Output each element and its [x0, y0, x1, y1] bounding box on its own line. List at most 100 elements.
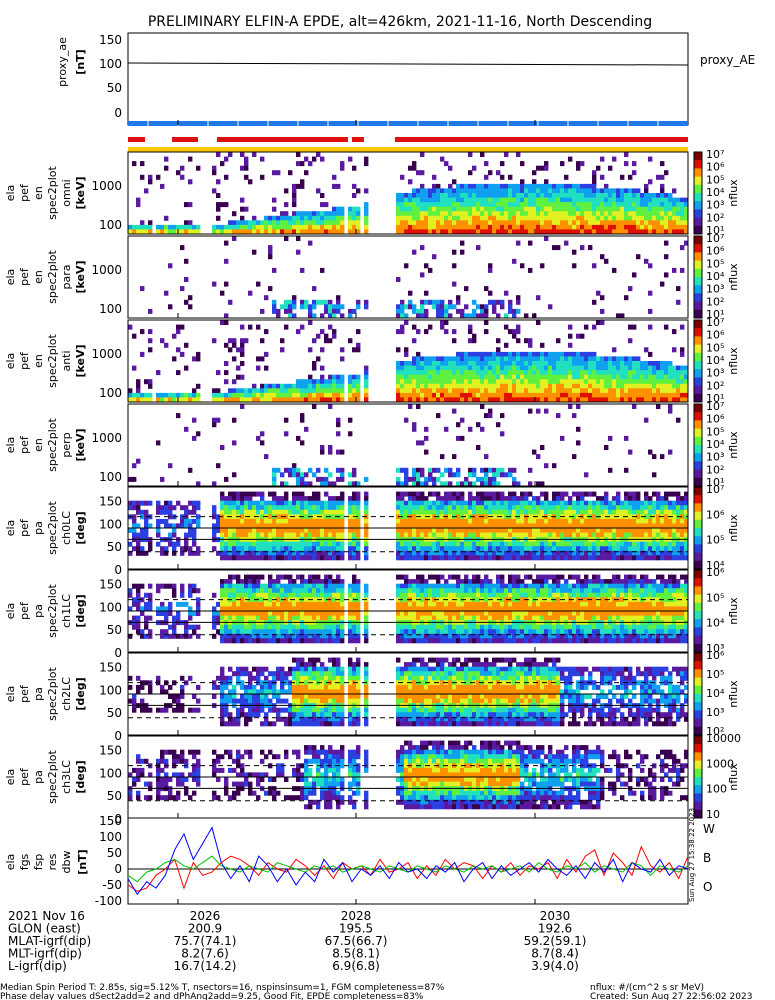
- heatmap-cell: [500, 379, 505, 385]
- heatmap-cell: [452, 550, 457, 556]
- heatmap-cell: [352, 397, 357, 403]
- heatmap-cell: [548, 392, 553, 398]
- heatmap-cell: [416, 518, 421, 524]
- heatmap-cell: [348, 383, 353, 389]
- heatmap-cell: [596, 546, 601, 552]
- heatmap-cell: [444, 426, 449, 432]
- heatmap-cell: [184, 624, 189, 630]
- heatmap-cell: [680, 532, 685, 538]
- heatmap-cell: [216, 518, 221, 524]
- heatmap-cell: [140, 397, 145, 403]
- heatmap-cell: [148, 615, 153, 621]
- heatmap-cell: [608, 509, 613, 515]
- heatmap-cell: [620, 193, 625, 198]
- heatmap-cell: [632, 161, 637, 167]
- heatmap-cell: [316, 356, 321, 362]
- heatmap-cell: [320, 329, 325, 335]
- heatmap-cell: [140, 229, 145, 235]
- colorbar-segment: [694, 205, 702, 208]
- heatmap-cell: [648, 550, 653, 556]
- heatmap-cell: [336, 392, 341, 398]
- heatmap-cell: [680, 528, 685, 533]
- heatmap-cell: [272, 509, 277, 515]
- heatmap-cell: [444, 388, 449, 394]
- heatmap-cell: [520, 550, 525, 556]
- heatmap-cell: [300, 476, 305, 482]
- heatmap-cell: [516, 193, 521, 198]
- heatmap-cell: [620, 546, 625, 552]
- heatmap-cell: [636, 518, 641, 524]
- colorbar-segment: [694, 350, 702, 354]
- heatmap-cell: [548, 500, 553, 506]
- heatmap-cell: [660, 215, 665, 221]
- heatmap-cell: [656, 392, 661, 398]
- heatmap-cell: [504, 550, 509, 556]
- heatmap-cell: [300, 440, 305, 446]
- heatmap-cell: [240, 555, 245, 561]
- heatmap-cell: [184, 224, 189, 230]
- heatmap-cell: [428, 505, 433, 511]
- heatmap-cell: [580, 202, 585, 208]
- heatmap-cell: [540, 379, 545, 385]
- heatmap-cell: [684, 532, 689, 538]
- heatmap-cell: [132, 365, 137, 371]
- heatmap-cell: [560, 356, 565, 362]
- heatmap-cell: [580, 351, 585, 357]
- heatmap-cell: [220, 496, 225, 502]
- heatmap-cell: [428, 491, 433, 497]
- heatmap-cell: [300, 229, 305, 235]
- heatmap-cell: [488, 383, 493, 389]
- heatmap-cell: [228, 629, 233, 635]
- heatmap-cell: [256, 356, 261, 362]
- heatmap-cell: [516, 215, 521, 221]
- heatmap-cell: [664, 374, 669, 380]
- colorbar-segment: [694, 361, 702, 364]
- heatmap-cell: [636, 197, 641, 203]
- heatmap-cell: [636, 491, 641, 497]
- heatmap-cell: [212, 514, 217, 520]
- heatmap-cell: [340, 472, 345, 478]
- heatmap-cell: [492, 541, 497, 547]
- heatmap-cell: [224, 550, 229, 556]
- heatmap-cell: [680, 347, 685, 353]
- heatmap-cell: [672, 188, 677, 194]
- heatmap-cell: [416, 500, 421, 506]
- heatmap-cell: [428, 388, 433, 394]
- heatmap-cell: [672, 211, 677, 217]
- heatmap-cell: [552, 183, 557, 189]
- heatmap-cell: [516, 523, 521, 529]
- heatmap-cell: [404, 211, 409, 217]
- heatmap-cell: [644, 220, 649, 226]
- heatmap-cell: [512, 329, 517, 335]
- heatmap-cell: [460, 481, 465, 487]
- heatmap-cell: [220, 615, 225, 621]
- heatmap-cell: [620, 509, 625, 515]
- heatmap-cell: [556, 220, 561, 226]
- heatmap-cell: [528, 267, 533, 273]
- heatmap-cell: [684, 224, 689, 230]
- heatmap-cell: [452, 229, 457, 235]
- heatmap-cell: [364, 518, 369, 524]
- heatmap-cell: [512, 313, 517, 319]
- heatmap-cell: [284, 500, 289, 506]
- heatmap-cell: [608, 188, 613, 194]
- heatmap-cell: [584, 550, 589, 556]
- heatmap-cell: [620, 528, 625, 533]
- heatmap-cell: [436, 193, 441, 198]
- heatmap-cell: [400, 370, 405, 376]
- heatmap-cell: [272, 555, 277, 561]
- heatmap-cell: [536, 206, 541, 212]
- heatmap-cell: [456, 374, 461, 380]
- heatmap-cell: [508, 215, 513, 221]
- heatmap-cell: [244, 491, 249, 497]
- colorbar-segment: [694, 495, 702, 498]
- heatmap-cell: [324, 509, 329, 515]
- heatmap-cell: [560, 202, 565, 208]
- heatmap-cell: [248, 579, 253, 585]
- heatmap-cell: [404, 370, 409, 376]
- heatmap-cell: [588, 374, 593, 380]
- heatmap-cell: [400, 197, 405, 203]
- heatmap-cell: [532, 370, 537, 376]
- heatmap-cell: [600, 370, 605, 376]
- heatmap-cell: [256, 555, 261, 561]
